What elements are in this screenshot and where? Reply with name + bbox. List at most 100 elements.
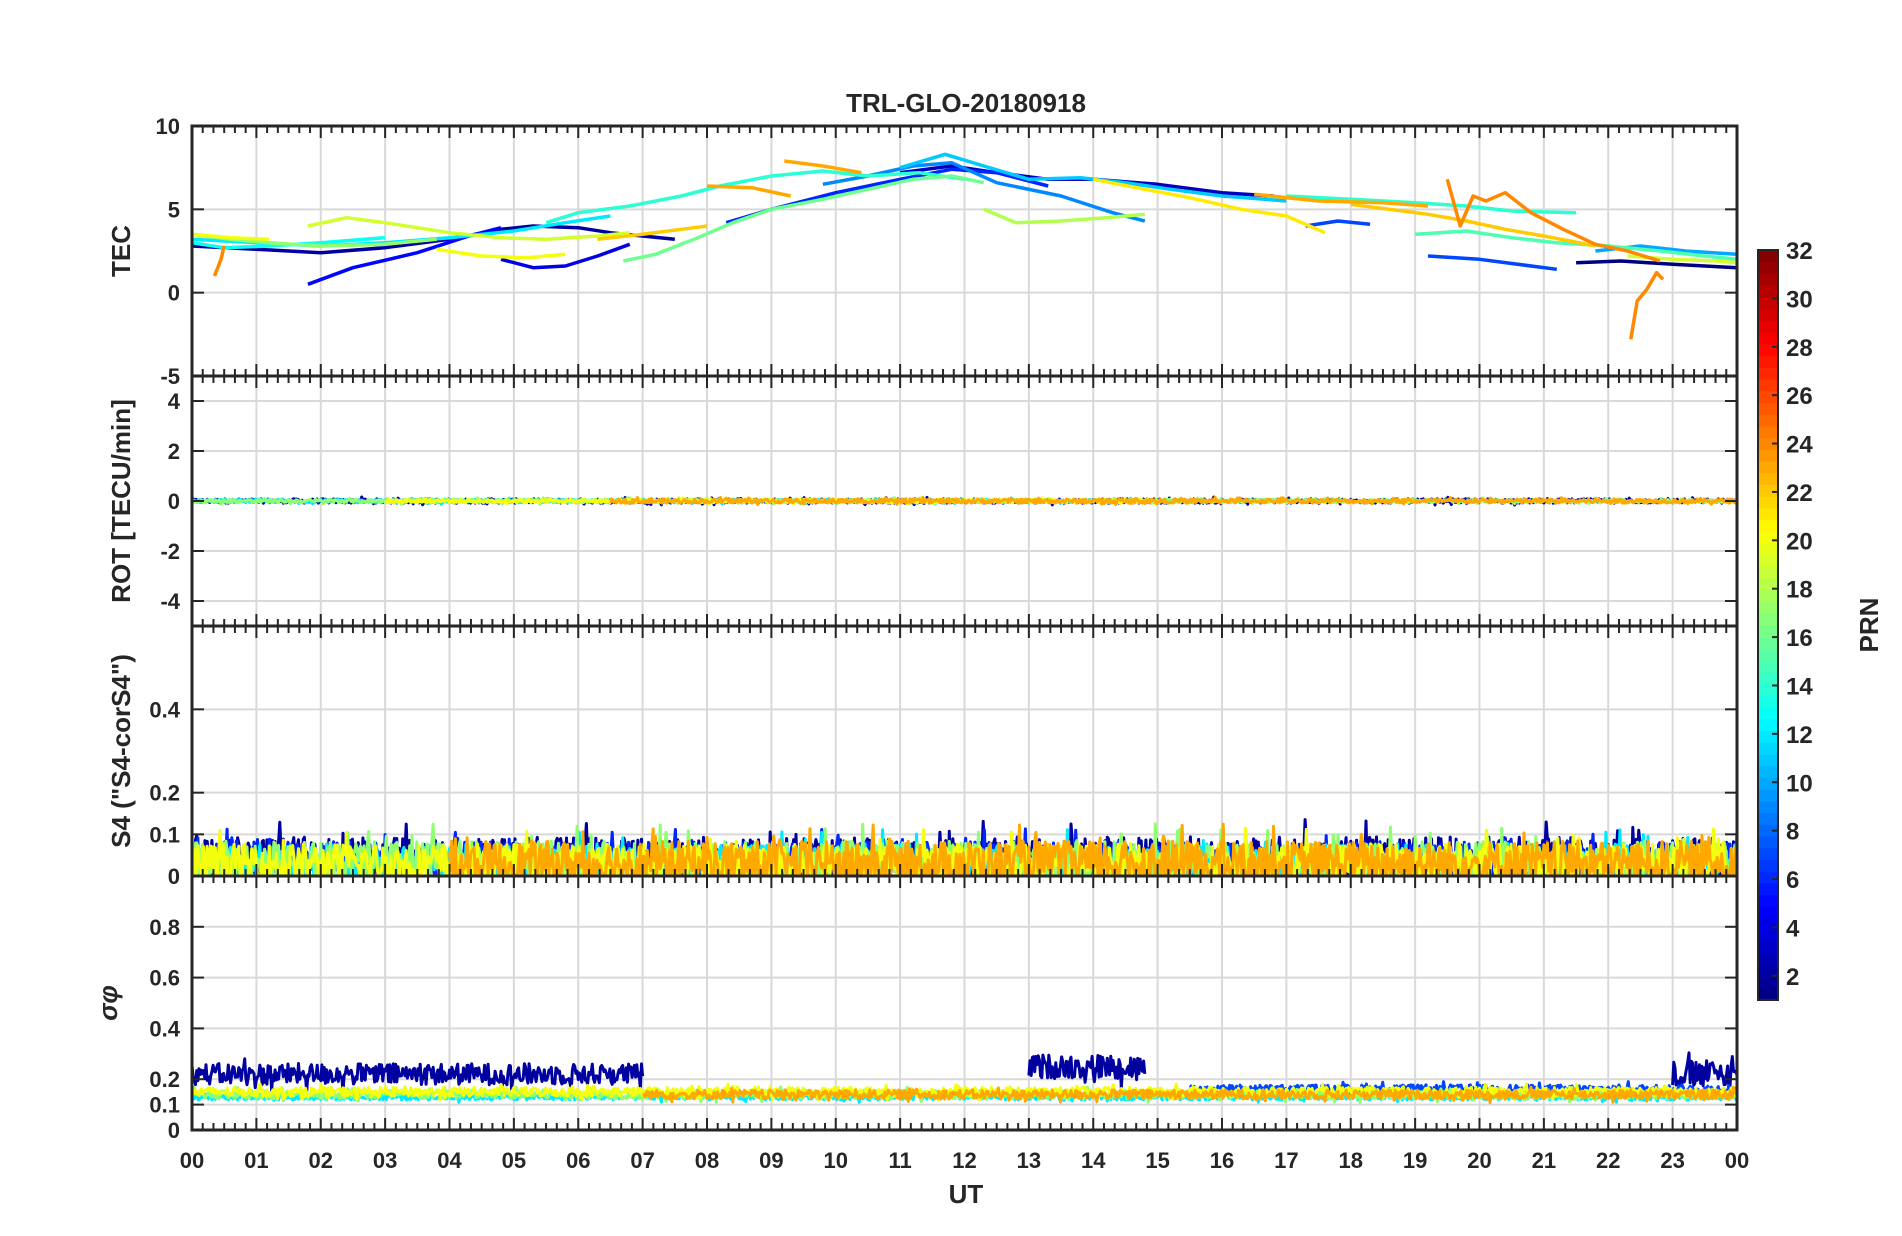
colorbar-tick-label: 10 [1786, 770, 1813, 797]
x-tick-label: 00 [1725, 1148, 1749, 1173]
x-tick-label: 22 [1596, 1148, 1620, 1173]
colorbar-band [1758, 367, 1778, 380]
series-prn-22 [1350, 202, 1596, 248]
colorbar-band [1758, 648, 1778, 661]
colorbar-band [1758, 507, 1778, 521]
series-prn-24 [1445, 178, 1661, 263]
series-group-sigma [192, 1051, 1737, 1104]
colorbar-tick-label: 12 [1786, 722, 1813, 749]
colorbar-band [1758, 941, 1778, 954]
colorbar-tick-label: 2 [1786, 964, 1799, 991]
colorbar-band [1758, 296, 1778, 310]
series-prn-23 [1254, 192, 1429, 208]
colorbar-band [1758, 308, 1778, 321]
colorbar-tick-label: 8 [1786, 819, 1799, 846]
x-tick-label: 10 [824, 1148, 848, 1173]
x-tick-label: 05 [502, 1148, 526, 1173]
colorbar-band [1758, 894, 1778, 907]
colorbar-band [1758, 332, 1778, 345]
colorbar-band [1758, 414, 1778, 427]
colorbar-band [1758, 660, 1778, 673]
x-tick-label: 19 [1403, 1148, 1427, 1173]
x-tick-label: 21 [1532, 1148, 1556, 1173]
x-tick-label: 09 [759, 1148, 783, 1173]
series-group-rot [192, 495, 1737, 507]
colorbar-band [1758, 871, 1778, 884]
colorbar-band [1758, 578, 1778, 591]
colorbar-band [1758, 906, 1778, 919]
series-prn-7 [1427, 254, 1558, 272]
x-tick-label: 11 [888, 1148, 911, 1173]
x-tick-label: 13 [1017, 1148, 1041, 1173]
y-axis-label: σφ [93, 985, 123, 1021]
series-prn-14 [1286, 194, 1577, 215]
colorbar-band [1758, 378, 1778, 392]
x-tick-label: 01 [244, 1148, 268, 1173]
colorbar-band [1758, 953, 1778, 966]
y-tick-label: 0 [168, 1118, 180, 1143]
series-prn-11 [899, 152, 1287, 203]
colorbar-band [1758, 988, 1778, 1001]
panel-rot: -4 -2 0 2 4 ROT [TECU/min] [106, 374, 1739, 628]
series-prn-1 [1576, 259, 1737, 270]
y-tick-label: 0.6 [149, 966, 180, 991]
y-tick-label: 10 [156, 114, 180, 139]
x-tick-label: 06 [566, 1148, 590, 1173]
colorbar-band [1758, 320, 1778, 333]
y-axis-label: ROT [TECU/min] [106, 399, 136, 603]
colorbar-band [1758, 800, 1778, 814]
colorbar-band [1758, 882, 1778, 896]
colorbar-band [1758, 683, 1778, 696]
colorbar-frame [1757, 249, 1779, 1001]
colorbar-band [1758, 542, 1778, 556]
x-tick-label: 20 [1467, 1148, 1491, 1173]
colorbar-band [1758, 390, 1778, 403]
colorbar-band [1758, 250, 1778, 263]
x-tick-label: 03 [373, 1148, 397, 1173]
colorbar-tick-label: 28 [1786, 335, 1813, 362]
y-tick-label: 0.1 [149, 822, 180, 847]
series-prn-16 [622, 207, 772, 263]
colorbar-band [1758, 437, 1778, 450]
series-prn-23 [608, 495, 1737, 507]
series-prn-20 [192, 232, 270, 242]
x-tick-label: 00 [180, 1148, 204, 1173]
series-prn-23 [448, 822, 1737, 876]
x-tick-label: 08 [695, 1148, 719, 1173]
panel-s4: 0 0.1 0.2 0.4 S4 ("S4-corS4") [106, 624, 1739, 889]
colorbar-tick-label: 32 [1786, 238, 1813, 265]
series-prn-20 [436, 247, 566, 260]
y-tick-label: 0 [168, 864, 180, 889]
x-tick-label: 15 [1145, 1148, 1169, 1173]
colorbar-band [1758, 964, 1778, 978]
colorbar-band [1758, 472, 1778, 485]
series-prn-19 [307, 215, 630, 242]
colorbar-band [1758, 402, 1778, 415]
series-prn-13 [192, 235, 386, 250]
colorbar-band [1758, 976, 1778, 989]
colorbar-band [1758, 625, 1778, 638]
y-tick-label: 4 [168, 389, 181, 414]
colorbar-tick-label: 14 [1786, 673, 1813, 700]
colorbar-band [1758, 929, 1778, 943]
colorbar-band [1758, 730, 1778, 743]
colorbar-tick-label: 30 [1786, 286, 1813, 313]
colorbar-band [1758, 285, 1778, 298]
y-tick-label: 0.2 [149, 1067, 180, 1092]
colorbar-band [1758, 859, 1778, 872]
series-prn-2 [1671, 1051, 1737, 1089]
series-prn-2 [192, 1057, 645, 1094]
colorbar-tick-label: 18 [1786, 577, 1813, 604]
colorbar-tick-label: 24 [1786, 432, 1813, 459]
series-prn-23 [642, 1085, 1737, 1104]
series-prn-7 [1305, 219, 1371, 228]
panel-tec: -5 0 5 10 TEC [106, 114, 1739, 389]
series-group-tec [192, 152, 1737, 340]
colorbar-band [1758, 812, 1778, 825]
colorbar-tick-label: 16 [1786, 625, 1813, 652]
colorbar-band [1758, 636, 1778, 650]
colorbar-band [1758, 718, 1778, 732]
colorbar-band [1758, 777, 1778, 790]
